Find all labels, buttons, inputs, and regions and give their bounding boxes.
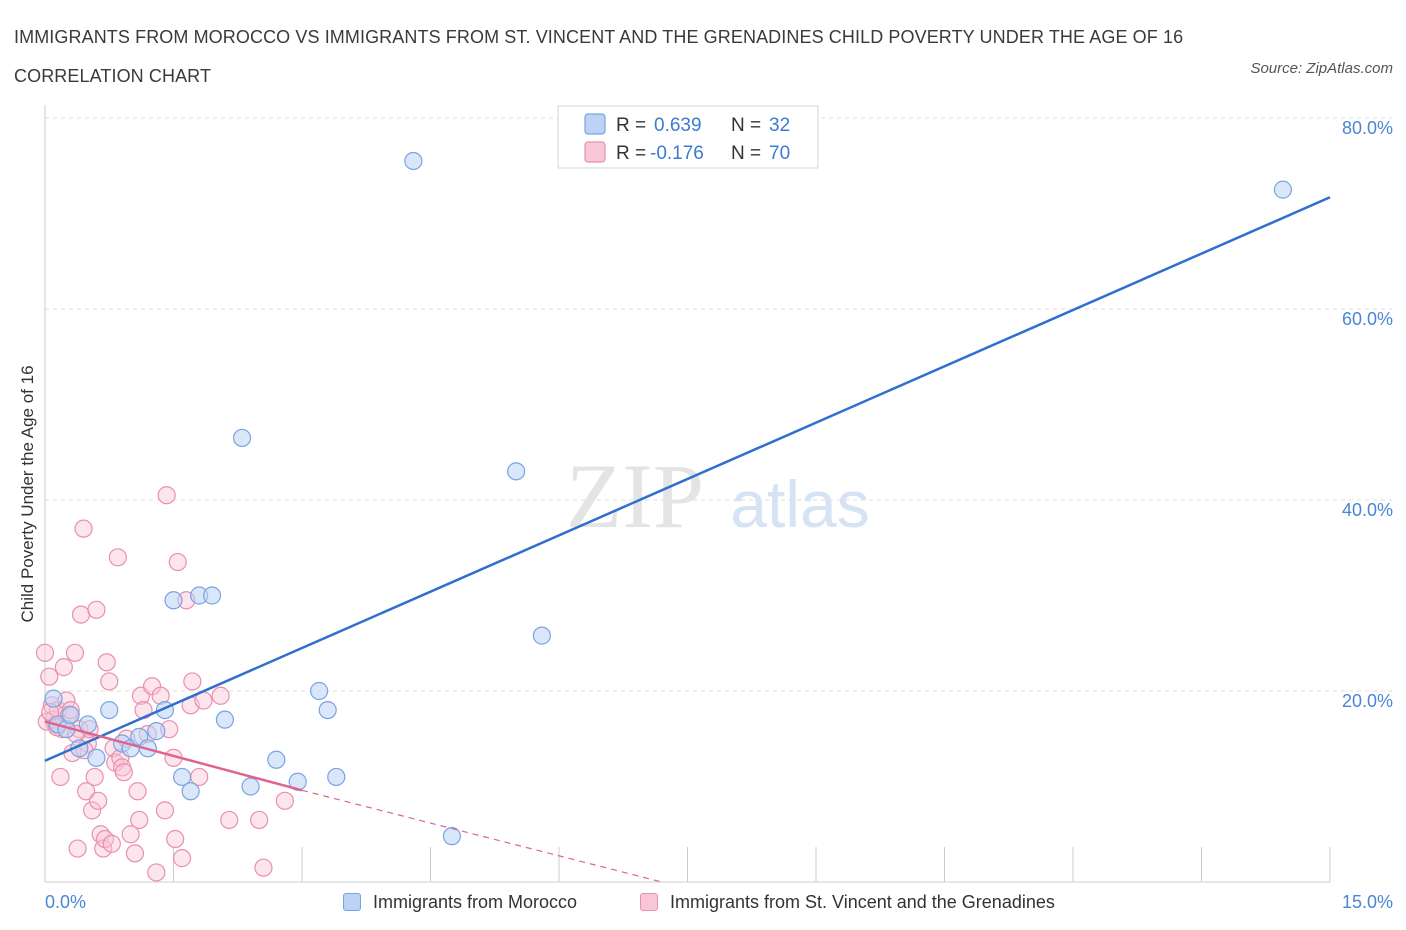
trend-lines bbox=[44, 196, 1331, 883]
data-point-st-vincent bbox=[254, 858, 273, 877]
data-point-st-vincent bbox=[128, 782, 147, 801]
bottom-legend-st-vincent: Immigrants from St. Vincent and the Gren… bbox=[640, 888, 1055, 916]
data-point-st-vincent bbox=[74, 519, 93, 538]
data-point-st-vincent bbox=[172, 849, 192, 868]
data-point-st-vincent bbox=[89, 791, 108, 810]
legend-n-label-morocco: N = bbox=[731, 115, 761, 136]
trend-line-morocco bbox=[44, 196, 1331, 762]
y-tick-label: 40.0% bbox=[1342, 500, 1393, 520]
data-point-morocco bbox=[507, 462, 526, 481]
bottom-legend-label-morocco: Immigrants from Morocco bbox=[373, 891, 578, 912]
watermark-atlas: atlas bbox=[730, 467, 869, 541]
data-point-st-vincent bbox=[211, 686, 230, 705]
data-point-st-vincent bbox=[35, 643, 55, 662]
legend-r-value-st-vincent: -0.176 bbox=[650, 143, 704, 164]
legend-swatch-morocco bbox=[584, 113, 606, 135]
data-point-st-vincent bbox=[275, 791, 294, 810]
data-point-st-vincent bbox=[220, 810, 239, 830]
series-st-vincent-points bbox=[35, 486, 294, 882]
data-point-morocco bbox=[164, 591, 183, 610]
y-tick-label: 60.0% bbox=[1342, 309, 1393, 329]
data-point-morocco bbox=[172, 767, 192, 787]
data-point-st-vincent bbox=[102, 834, 121, 853]
data-point-st-vincent bbox=[40, 667, 59, 686]
data-point-morocco bbox=[532, 626, 551, 645]
chart-title: IMMIGRANTS FROM MOROCCO VS IMMIGRANTS FR… bbox=[14, 27, 1184, 86]
trend-line-st-vincent-extension bbox=[301, 789, 662, 883]
axes bbox=[44, 105, 1331, 883]
grid-lines bbox=[45, 117, 1392, 692]
data-point-st-vincent bbox=[157, 486, 176, 505]
data-point-st-vincent bbox=[168, 552, 187, 572]
data-point-morocco bbox=[327, 767, 346, 787]
legend-swatch-st-vincent bbox=[584, 141, 606, 163]
data-point-morocco bbox=[241, 777, 260, 796]
data-point-morocco bbox=[310, 681, 329, 701]
data-point-st-vincent bbox=[54, 658, 73, 677]
data-point-morocco bbox=[1273, 180, 1292, 199]
data-point-st-vincent bbox=[155, 801, 175, 820]
data-point-morocco bbox=[404, 151, 423, 171]
legend-r-label-morocco: R = bbox=[616, 115, 646, 136]
data-point-morocco bbox=[215, 710, 234, 729]
data-point-st-vincent bbox=[87, 600, 106, 619]
x-tick-label: 0.0% bbox=[45, 892, 86, 912]
y-tick-label: 80.0% bbox=[1342, 118, 1393, 138]
data-point-st-vincent bbox=[77, 782, 96, 801]
data-point-morocco bbox=[61, 705, 80, 724]
bottom-legend-swatch-st-vincent bbox=[640, 893, 658, 911]
data-point-morocco bbox=[100, 700, 119, 720]
data-point-st-vincent bbox=[71, 605, 91, 624]
data-point-morocco bbox=[232, 428, 252, 448]
data-point-morocco bbox=[87, 748, 106, 767]
watermark-zip: ZIP bbox=[566, 445, 704, 547]
data-point-morocco bbox=[202, 586, 222, 605]
correlation-legend: R = 0.639 N = 32 R = -0.176 N = 70 bbox=[557, 105, 819, 169]
data-point-st-vincent bbox=[125, 844, 145, 863]
data-point-st-vincent bbox=[51, 767, 70, 787]
data-point-st-vincent bbox=[183, 672, 202, 691]
data-point-st-vincent bbox=[85, 767, 104, 787]
bottom-legend-morocco: Immigrants from Morocco bbox=[343, 888, 577, 916]
data-point-morocco bbox=[442, 827, 462, 846]
bottom-legend-swatch-morocco bbox=[343, 893, 361, 911]
data-point-morocco bbox=[147, 722, 166, 741]
data-point-st-vincent bbox=[166, 829, 185, 849]
legend-n-value-st-vincent: 70 bbox=[769, 143, 790, 164]
data-point-st-vincent bbox=[250, 810, 269, 830]
y-tick-label: 20.0% bbox=[1342, 691, 1393, 711]
data-point-st-vincent bbox=[83, 801, 102, 820]
watermark: ZIP atlas bbox=[566, 445, 870, 547]
data-point-morocco bbox=[181, 782, 200, 801]
legend-n-value-morocco: 32 bbox=[769, 115, 790, 136]
data-point-st-vincent bbox=[68, 839, 87, 858]
legend-n-label-st-vincent: N = bbox=[731, 143, 761, 164]
data-point-st-vincent bbox=[121, 825, 140, 844]
data-point-st-vincent bbox=[130, 810, 149, 830]
legend-r-value-morocco: 0.639 bbox=[654, 115, 702, 136]
data-point-st-vincent bbox=[65, 643, 85, 662]
legend-r-label-st-vincent: R = bbox=[616, 143, 646, 164]
data-point-st-vincent bbox=[97, 653, 116, 672]
data-point-morocco bbox=[267, 750, 286, 769]
trend-line-st-vincent bbox=[44, 720, 303, 792]
bottom-legend-label-st-vincent: Immigrants from St. Vincent and the Gren… bbox=[670, 891, 1055, 912]
x-tick-label: 15.0% bbox=[1342, 892, 1393, 912]
data-point-st-vincent bbox=[108, 548, 127, 567]
data-point-morocco bbox=[44, 689, 63, 708]
data-point-st-vincent bbox=[147, 863, 166, 882]
data-point-morocco bbox=[318, 700, 337, 720]
tick-labels: 20.0% 40.0% 60.0% 80.0% 0.0% 15.0% bbox=[45, 118, 1393, 912]
source-credit: Source: ZipAtlas.com bbox=[1250, 60, 1393, 77]
data-point-st-vincent bbox=[100, 672, 119, 691]
data-point-st-vincent bbox=[114, 763, 133, 782]
